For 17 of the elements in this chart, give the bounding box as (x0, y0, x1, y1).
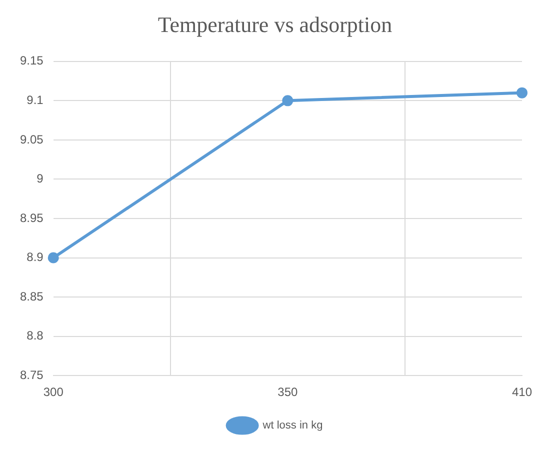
y-tick-label: 8.85 (20, 289, 44, 304)
y-tick-label: 8.9 (26, 250, 44, 264)
x-tick-label: 350 (278, 385, 298, 400)
y-tick-label: 9.05 (20, 132, 44, 146)
y-tick-label: 9.1 (26, 92, 44, 107)
x-tick-label: 410 (512, 385, 532, 400)
point (282, 95, 294, 106)
y-tick-label: 9 (36, 172, 44, 186)
legend-label: wt loss in kg (262, 420, 323, 432)
x-tick-label: 300 (43, 385, 64, 400)
y-tick-label: 9.15 (20, 54, 44, 68)
point (516, 87, 528, 98)
chart-title: Temperature vs adsorption (158, 12, 392, 37)
y-tick-label: 8.95 (20, 210, 44, 225)
y-tick-label: 8.75 (20, 368, 44, 382)
y-tick-label: 8.8 (26, 328, 44, 343)
point (48, 252, 59, 264)
